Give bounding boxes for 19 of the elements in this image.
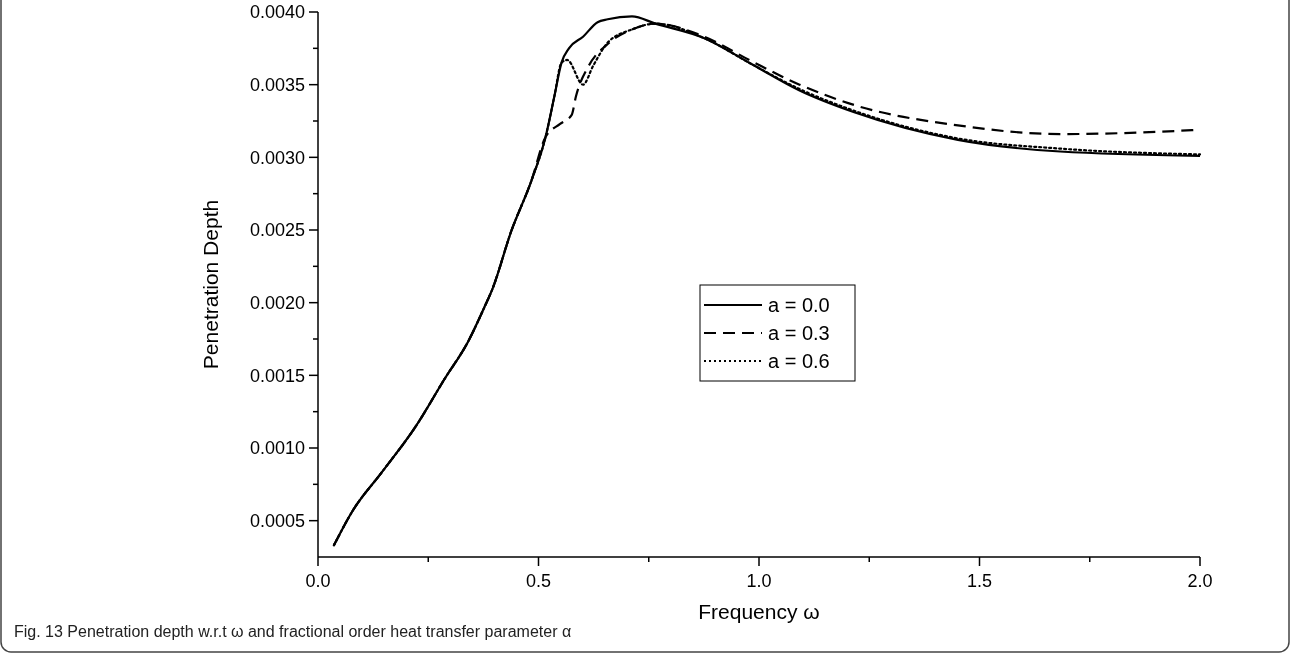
- x-tick-label: 1.5: [966, 571, 993, 591]
- y-tick-label: 0.0035: [249, 74, 305, 95]
- y-tick-label: 0.0005: [249, 510, 305, 531]
- y-tick-label: 0.0015: [249, 365, 305, 386]
- x-tick-label: 0.5: [525, 571, 552, 591]
- y-tick-label: 0.0030: [249, 147, 305, 168]
- x-tick-label: 0.0: [305, 571, 331, 591]
- caption: Fig. 13 Penetration depth w.r.t ω and fractional order heat transfer parameter α: [14, 623, 572, 640]
- y-tick-label: 0.0040: [249, 2, 305, 23]
- x-tick-label: 2.0: [1187, 571, 1213, 591]
- x-tick-label: 1.0: [746, 571, 772, 591]
- y-tick-label: 0.0025: [249, 220, 305, 241]
- legend-label: a = 0.3: [768, 322, 830, 344]
- legend-label: a = 0.6: [768, 350, 830, 372]
- x-axis-title: Frequency ω: [698, 600, 820, 623]
- y-axis-title: Penetration Depth: [199, 199, 222, 370]
- y-tick-label: 0.0010: [249, 438, 305, 459]
- y-tick-label: 0.0020: [249, 292, 305, 313]
- legend-label: a = 0.0: [768, 294, 830, 316]
